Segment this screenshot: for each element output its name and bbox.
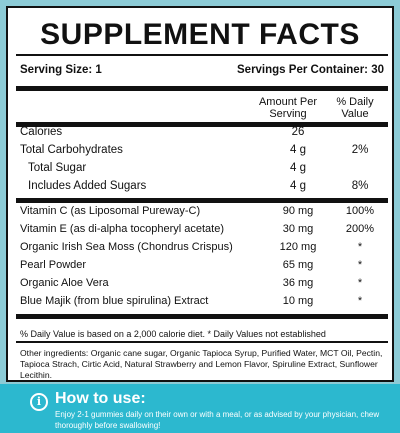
ingredient-name: Vitamin E (as di-alpha tocopheryl acetat…	[20, 223, 225, 235]
nutrient-amount: 4 g	[290, 162, 306, 174]
divider	[16, 341, 388, 343]
ingredient-amount: 65 mg	[282, 259, 314, 271]
active-ingredient-row: Pearl Powder 65 mg *	[20, 257, 384, 273]
ingredient-dv: 100%	[345, 205, 375, 217]
ingredient-name: Pearl Powder	[20, 259, 87, 271]
ingredient-name: Vitamin C (as Liposomal Pureway-C)	[20, 205, 201, 217]
info-icon: i	[30, 393, 48, 411]
nutrient-amount: 26	[291, 126, 305, 138]
nutrient-dv: 8%	[351, 180, 369, 192]
serving-info: Serving Size: 1 Servings Per Container: …	[20, 64, 384, 76]
ingredient-dv: *	[357, 259, 363, 271]
supplement-facts-panel: SUPPLEMENT FACTS Serving Size: 1 Serving…	[6, 6, 394, 382]
servings-per-container: Servings Per Container: 30	[237, 64, 384, 76]
divider	[16, 86, 388, 91]
divider	[16, 122, 388, 127]
nutrient-row: Total Sugar 4 g	[20, 160, 384, 176]
nutrient-amount: 4 g	[290, 180, 306, 192]
active-ingredient-row: Blue Majik (from blue spirulina) Extract…	[20, 293, 384, 309]
nutrient-name: Includes Added Sugars	[28, 180, 147, 192]
active-ingredient-row: Organic Aloe Vera 36 mg *	[20, 275, 384, 291]
ingredient-amount: 36 mg	[282, 277, 314, 289]
active-ingredient-row: Organic Irish Sea Moss (Chondrus Crispus…	[20, 239, 384, 255]
label-title: SUPPLEMENT FACTS	[40, 18, 360, 51]
ingredient-dv: *	[357, 295, 363, 307]
nutrient-name: Total Carbohydrates	[20, 144, 123, 156]
nutrient-name: Calories	[20, 126, 63, 138]
serving-size: Serving Size: 1	[20, 64, 102, 76]
divider	[16, 314, 388, 319]
ingredient-dv: *	[357, 277, 363, 289]
nutrient-amount: 4 g	[290, 144, 306, 156]
other-ingredients: Other ingredients: Organic cane sugar, O…	[20, 348, 383, 380]
divider	[16, 54, 388, 56]
nutrient-name: Total Sugar	[28, 162, 87, 174]
ingredient-amount: 120 mg	[279, 241, 317, 253]
daily-value-header: % Daily Value	[336, 96, 374, 120]
nutrient-dv: 2%	[351, 144, 369, 156]
nutrient-row: Includes Added Sugars 4 g 8%	[20, 178, 384, 194]
ingredient-name: Organic Irish Sea Moss (Chondrus Crispus…	[20, 241, 233, 253]
active-ingredient-row: Vitamin E (as di-alpha tocopheryl acetat…	[20, 221, 384, 237]
ingredient-dv: *	[357, 241, 363, 253]
active-ingredient-row: Vitamin C (as Liposomal Pureway-C) 90 mg…	[20, 203, 384, 219]
how-to-use-banner: i How to use: Enjoy 2-1 gummies daily on…	[0, 384, 400, 433]
how-to-use-title: How to use:	[55, 390, 146, 407]
nutrient-row: Total Carbohydrates 4 g 2%	[20, 142, 384, 158]
daily-value-footnote: % Daily Value is based on a 2,000 calori…	[20, 329, 326, 339]
amount-per-serving-header: Amount Per Serving	[258, 96, 318, 120]
how-to-use-text: Enjoy 2-1 gummies daily on their own or …	[55, 410, 380, 430]
ingredient-amount: 90 mg	[282, 205, 314, 217]
ingredient-name: Organic Aloe Vera	[20, 277, 109, 289]
ingredient-amount: 30 mg	[282, 223, 314, 235]
ingredient-name: Blue Majik (from blue spirulina) Extract	[20, 295, 209, 307]
nutrient-row: Calories 26	[20, 124, 384, 140]
ingredient-dv: 200%	[345, 223, 375, 235]
divider	[16, 198, 388, 203]
ingredient-amount: 10 mg	[282, 295, 314, 307]
